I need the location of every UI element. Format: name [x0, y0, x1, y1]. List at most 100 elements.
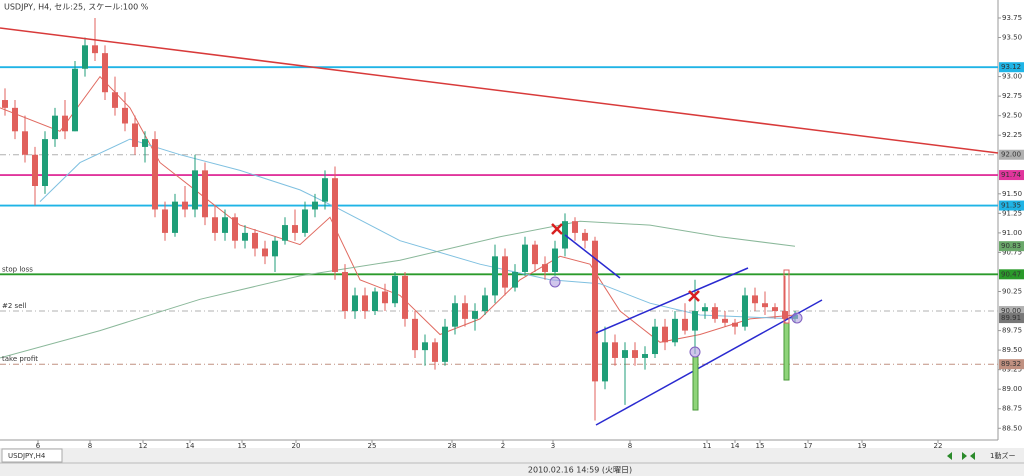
circle-marker [549, 276, 561, 288]
y-tick-label: 93.75 [1002, 14, 1022, 22]
level-label: 90.47 [1001, 270, 1021, 278]
x-tick-label: 11 [703, 442, 712, 450]
level-label-bg [999, 149, 1024, 160]
candle-body [552, 248, 558, 272]
x-tick-label: 14 [186, 442, 195, 450]
tab[interactable] [1, 448, 63, 463]
y-tick-label: 89.00 [1002, 385, 1022, 393]
level-label-bg [999, 62, 1024, 73]
x-tick-label: 8 [88, 442, 92, 450]
candle-body [542, 264, 548, 272]
marker-bar [783, 322, 790, 381]
level-label-bg [999, 200, 1024, 211]
candle-body [352, 295, 358, 312]
x-tick-label: 15 [756, 442, 765, 450]
candle-body [442, 326, 448, 362]
candle-body [132, 123, 138, 147]
candle-body [332, 178, 338, 272]
candle-body [622, 350, 628, 358]
candle-body [282, 225, 288, 241]
candle-body [652, 326, 658, 355]
candle-body [512, 271, 518, 288]
level-label-bg [999, 170, 1024, 181]
channel-line [595, 267, 749, 334]
level-label: 89.32 [1001, 360, 1021, 368]
candle-body [102, 53, 108, 93]
y-tick-label: 92.50 [1002, 112, 1022, 120]
candle-body [52, 115, 58, 140]
candle-body [732, 322, 738, 327]
candle-body [642, 354, 648, 358]
y-tick-label: 93.00 [1002, 73, 1022, 81]
candle-body [242, 232, 248, 241]
candle-body [362, 295, 368, 312]
header-text: USDJPY, H4, セル:25, スケール:100 % [4, 3, 149, 12]
level-name: take profit [2, 355, 38, 363]
level-name: #2 sell [2, 302, 26, 310]
candle-body [562, 221, 568, 249]
tab-label[interactable]: USDJPY,H4 [8, 452, 46, 460]
candle-body [342, 271, 348, 312]
candle-body [762, 303, 768, 308]
candle-body [702, 307, 708, 312]
trend-line [564, 234, 621, 279]
candle-body [32, 154, 38, 187]
candle-body [392, 275, 398, 304]
moving-average [39, 138, 796, 320]
marker-bar [692, 356, 699, 411]
cross-marker [688, 290, 700, 302]
moving-average [0, 220, 796, 359]
candle-body [482, 295, 488, 312]
candle-body [582, 232, 588, 241]
candle-body [272, 240, 278, 257]
candle-body [172, 201, 178, 233]
level-label: 91.74 [1001, 171, 1022, 179]
candle-body [522, 244, 528, 272]
candle-body [692, 311, 698, 331]
candle-body [72, 68, 78, 132]
x-tick-label: 3 [551, 442, 555, 450]
candle-body [212, 217, 218, 233]
y-tick-label: 92.75 [1002, 92, 1022, 100]
cross-marker [551, 223, 563, 235]
candle-body [142, 139, 148, 147]
candle-body [262, 248, 268, 257]
candle-body [682, 318, 688, 331]
candle-body [502, 256, 508, 288]
candle-body [722, 318, 728, 323]
candle-body [432, 342, 438, 362]
candle-body [152, 139, 158, 210]
trend-line [0, 27, 999, 154]
level-label: 90.83 [1001, 242, 1021, 250]
x-tick-label: 25 [368, 442, 377, 450]
y-tick-label: 91.25 [1002, 209, 1022, 217]
y-tick-label: 88.75 [1002, 405, 1022, 413]
candle-body [422, 342, 428, 351]
candle-body [162, 209, 168, 233]
level-label-bg [999, 306, 1024, 317]
level-label: 92.00 [1001, 151, 1021, 159]
candle-body [322, 178, 328, 202]
moving-average [0, 75, 796, 343]
candle-body [232, 217, 238, 241]
level-label-bg [999, 359, 1024, 370]
y-tick-label: 89.75 [1002, 327, 1022, 335]
candle-body [452, 303, 458, 327]
candle-body [402, 275, 408, 319]
candle-body [742, 295, 748, 327]
candle-body [122, 107, 128, 124]
level-name: stop loss [2, 265, 33, 273]
candle-body [462, 303, 468, 319]
candle-body [602, 342, 608, 382]
y-tick-label: 90.25 [1002, 288, 1022, 296]
candle-body [662, 326, 668, 343]
candle-body [532, 244, 538, 265]
candle-body [752, 295, 758, 304]
x-tick-label: 19 [858, 442, 867, 450]
candle-body [312, 201, 318, 210]
y-tick-label: 92.25 [1002, 131, 1022, 139]
y-tick-label: 93.50 [1002, 34, 1022, 42]
candle-body [612, 342, 618, 358]
